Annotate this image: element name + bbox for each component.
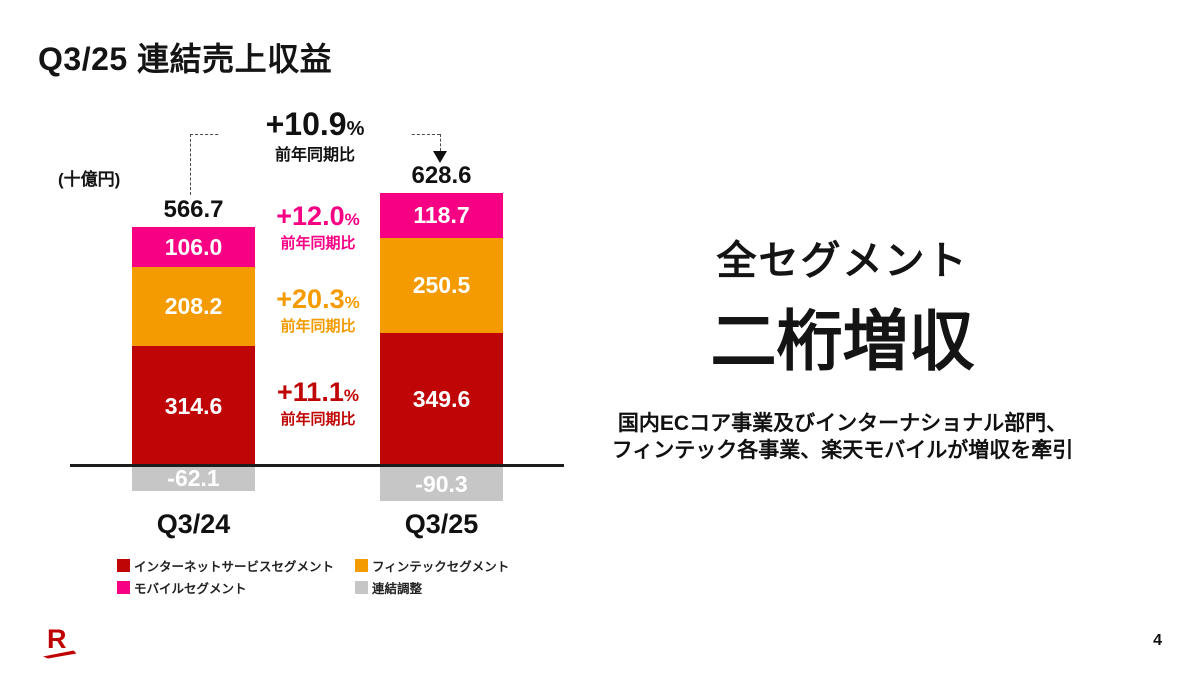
supporting-text: 国内ECコア事業及びインターナショナル部門、 フィンテック各事業、楽天モバイルが… <box>555 410 1130 464</box>
category-label-Q3-24: Q3/24 <box>156 509 231 539</box>
legend-label: 連結調整 <box>372 582 423 596</box>
total-growth-percent-sign: % <box>346 118 365 140</box>
segment-growth-value: +11.1 <box>277 377 344 407</box>
bar-segment-mobile: 106.0 <box>132 227 255 268</box>
segment-value-label: 314.6 <box>164 392 223 419</box>
bar-segment-internet-services: 314.6 <box>132 346 255 466</box>
legend-item-fintech: フィンテックセグメント <box>355 556 509 575</box>
rakuten-logo-letter: R <box>47 624 67 654</box>
chart-legend: インターネットサービスセグメント フィンテックセグメントモバイルセグメント 連結調整 <box>117 556 509 597</box>
legend-item-mobile: モバイルセグメント <box>117 578 355 597</box>
legend-swatch-fintech <box>355 559 368 572</box>
bar-segment-adjustments: -90.3 <box>380 467 503 502</box>
segment-value-label: 208.2 <box>164 293 223 320</box>
segment-growth-value: +20.3 <box>276 284 345 314</box>
segment-growth-label: 前年同期比 <box>280 318 356 335</box>
category-label-Q3-25: Q3/25 <box>404 509 479 539</box>
segment-value-label: -62.1 <box>167 465 220 492</box>
bar-segment-adjustments: -62.1 <box>132 467 255 491</box>
segment-growth-label: 前年同期比 <box>280 411 356 428</box>
bar-total-label: 628.6 <box>411 161 472 189</box>
segment-growth-annotation-1: +20.3% 前年同期比 <box>233 284 403 336</box>
bar-segment-fintech: 208.2 <box>132 267 255 347</box>
total-growth-annotation: +10.9% 前年同期比 <box>220 106 410 165</box>
legend-label: インターネットサービスセグメント <box>134 560 335 574</box>
page-title: Q3/25 連結売上収益 <box>38 41 333 77</box>
headline-line2: 二桁増収 <box>710 304 975 378</box>
segment-value-label: 349.6 <box>412 386 471 413</box>
legend-item-internet-services: インターネットサービスセグメント <box>117 556 355 575</box>
bar-segment-mobile: 118.7 <box>380 192 503 238</box>
headline-line1: 全セグメント <box>716 239 969 283</box>
legend-label: モバイルセグメント <box>134 582 247 596</box>
total-growth-value: +10.9 <box>265 106 347 142</box>
legend-swatch-mobile <box>117 581 130 594</box>
segment-growth-annotation-0: +12.0% 前年同期比 <box>233 201 403 253</box>
rakuten-logo-icon: R <box>43 624 77 659</box>
supporting-text-line1: 国内ECコア事業及びインターナショナル部門、 <box>617 412 1068 435</box>
rakuten-logo-swoosh <box>43 650 77 659</box>
supporting-text-line2: フィンテック各事業、楽天モバイルが増収を牽引 <box>611 439 1074 462</box>
total-growth-label: 前年同期比 <box>274 147 355 164</box>
growth-bracket-left-line <box>190 134 191 195</box>
segment-growth-percent-sign: % <box>343 386 359 405</box>
bar-segment-fintech: 250.5 <box>380 237 503 334</box>
growth-bracket-right-line <box>440 134 441 151</box>
legend-item-adjustments: 連結調整 <box>355 578 509 597</box>
legend-swatch-adjustments <box>355 581 368 594</box>
segment-growth-annotation-2: +11.1% 前年同期比 <box>233 377 403 429</box>
key-message-panel: 全セグメント 二桁増収 国内ECコア事業及びインターナショナル部門、 フィンテッ… <box>585 0 1100 673</box>
segment-value-label: 106.0 <box>164 233 223 260</box>
legend-label: フィンテックセグメント <box>372 560 510 574</box>
bar-segment-internet-services: 349.6 <box>380 333 503 466</box>
segment-growth-label: 前年同期比 <box>280 235 356 252</box>
segment-value-label: -90.3 <box>415 470 468 497</box>
segment-value-label: 250.5 <box>412 272 471 299</box>
segment-growth-percent-sign: % <box>344 293 360 312</box>
unit-label: (十億円) <box>58 170 121 189</box>
segment-growth-value: +12.0 <box>276 201 345 231</box>
bar-total-label: 566.7 <box>163 196 224 224</box>
x-axis-line <box>70 464 564 467</box>
arrow-down-icon <box>433 151 447 163</box>
segment-growth-percent-sign: % <box>344 210 360 229</box>
legend-swatch-internet-services <box>117 559 130 572</box>
page-number: 4 <box>1153 632 1162 649</box>
segment-value-label: 118.7 <box>413 201 470 228</box>
